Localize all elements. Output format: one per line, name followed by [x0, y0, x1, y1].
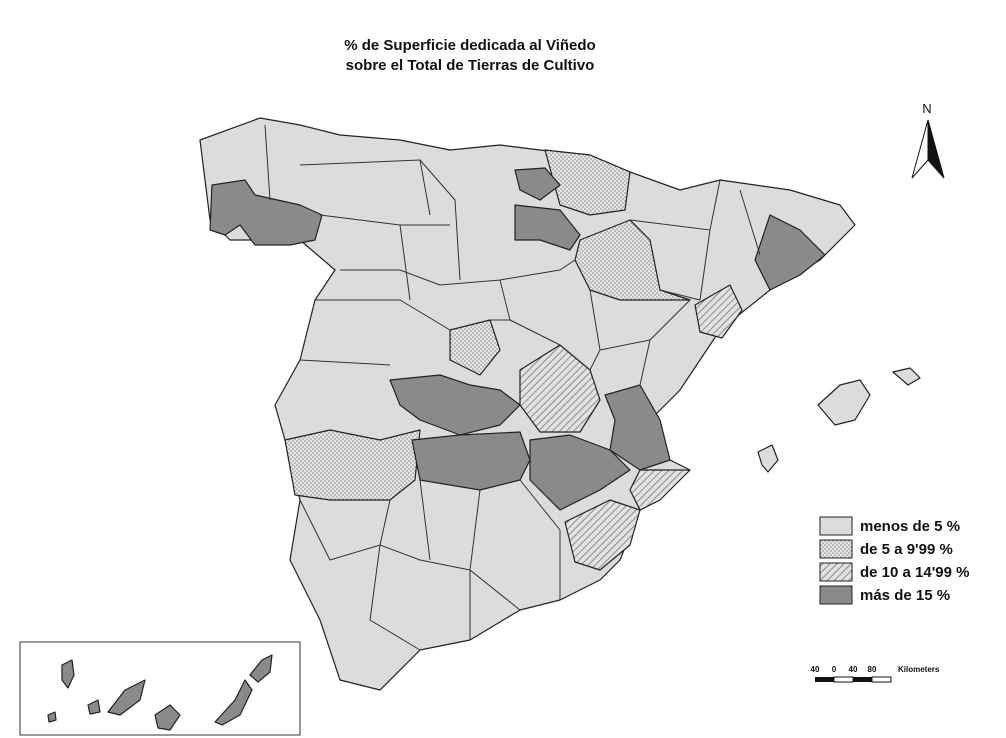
balearic-islands [758, 368, 920, 472]
map: % de Superficie dedicada al Viñedo sobre… [0, 0, 1006, 738]
legend-label: más de 15 % [860, 587, 950, 604]
legend-label: de 5 a 9'99 % [860, 541, 953, 558]
scale-seg [853, 677, 872, 682]
region-dark [412, 432, 530, 490]
legend-swatch [820, 586, 852, 604]
canary-inset [20, 642, 300, 735]
region-dotted [285, 430, 420, 500]
legend-swatch [820, 540, 852, 558]
island [893, 368, 920, 385]
legend-swatch [820, 563, 852, 581]
north-arrow: N [912, 101, 944, 178]
legend-label: de 10 a 14'99 % [860, 564, 969, 581]
region-hatched [630, 470, 690, 510]
scale-label: 0 [832, 665, 837, 674]
title-line-2: sobre el Total de Tierras de Cultivo [346, 57, 595, 74]
scale-label: 40 [849, 665, 858, 674]
scale-label: 40 [811, 665, 820, 674]
scale-seg [872, 677, 891, 682]
scale-seg [815, 677, 834, 682]
scale-label: 80 [868, 665, 877, 674]
legend: menos de 5 % de 5 a 9'99 % de 10 a 14'99 %… [820, 517, 969, 604]
mainland [200, 118, 855, 690]
north-label: N [922, 101, 931, 116]
scale-unit: Kilometers [898, 665, 940, 674]
island [758, 445, 778, 472]
island [818, 380, 870, 425]
scale-bar: 40 0 40 80 Kilometers [811, 665, 940, 682]
arrow-right [928, 120, 944, 178]
scale-seg [834, 677, 853, 682]
title-line-1: % de Superficie dedicada al Viñedo [344, 37, 595, 54]
legend-swatch [820, 517, 852, 535]
legend-label: menos de 5 % [860, 518, 960, 535]
arrow-left [912, 120, 928, 178]
